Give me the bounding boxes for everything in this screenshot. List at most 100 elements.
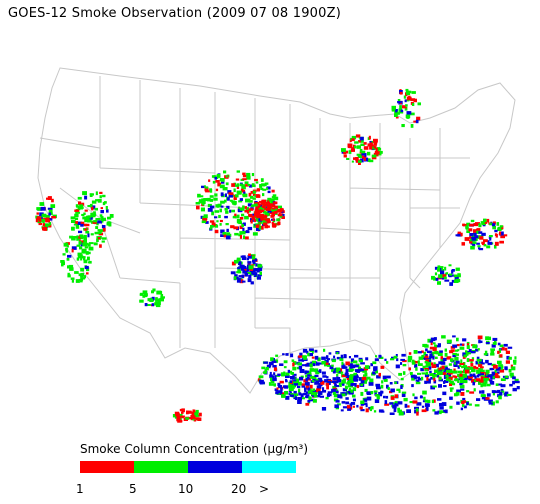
smoke-pixel xyxy=(155,298,160,302)
smoke-pixel xyxy=(372,371,377,375)
smoke-pixel xyxy=(308,371,312,375)
smoke-pixel xyxy=(264,368,267,372)
smoke-pixel xyxy=(365,357,369,361)
smoke-pixel xyxy=(273,367,277,372)
smoke-pixel xyxy=(319,362,324,365)
smoke-pixel xyxy=(234,274,238,278)
smoke-pixel xyxy=(79,204,83,209)
smoke-pixel xyxy=(418,363,423,366)
smoke-pixel xyxy=(147,298,153,302)
smoke-pixel xyxy=(359,139,364,143)
smoke-pixel xyxy=(264,224,269,229)
smoke-pixel xyxy=(349,376,352,380)
smoke-pixel xyxy=(241,185,246,190)
smoke-pixel xyxy=(259,271,262,276)
smoke-pixel xyxy=(403,397,408,402)
smoke-pixel xyxy=(236,170,240,173)
smoke-pixel xyxy=(383,395,386,399)
smoke-pixel xyxy=(247,261,252,264)
smoke-pixel xyxy=(413,350,418,354)
smoke-pixel xyxy=(290,353,294,358)
smoke-pixel xyxy=(415,367,418,371)
smoke-pixel xyxy=(477,374,480,378)
smoke-pixel xyxy=(354,354,359,358)
smoke-pixel xyxy=(260,184,266,187)
state-boundaries xyxy=(37,67,516,394)
smoke-pixel xyxy=(180,415,185,418)
smoke-pixel xyxy=(215,204,221,208)
smoke-pixel xyxy=(489,381,495,385)
smoke-pixel xyxy=(176,418,180,422)
smoke-pixel xyxy=(311,360,316,364)
smoke-pixel xyxy=(51,216,57,219)
smoke-pixel xyxy=(414,396,418,400)
smoke-pixel xyxy=(405,104,408,107)
smoke-pixel xyxy=(358,377,362,380)
smoke-pixel xyxy=(448,377,453,381)
smoke-pixel xyxy=(359,148,363,153)
smoke-pixel xyxy=(496,371,500,374)
smoke-pixel xyxy=(442,274,447,278)
smoke-pixel xyxy=(454,356,459,361)
smoke-pixel xyxy=(514,378,519,383)
smoke-pixel xyxy=(421,405,425,408)
smoke-pixel xyxy=(348,387,352,391)
smoke-pixel xyxy=(207,203,212,208)
smoke-pixel xyxy=(462,352,468,357)
smoke-pixel xyxy=(483,239,488,243)
smoke-pixel xyxy=(315,371,319,375)
smoke-pixel xyxy=(363,157,366,161)
smoke-pixel xyxy=(223,234,229,238)
smoke-pixel xyxy=(246,268,249,272)
smoke-pixel xyxy=(421,409,427,413)
smoke-pixel xyxy=(508,368,512,373)
smoke-pixel xyxy=(487,362,492,366)
smoke-pixel xyxy=(257,224,260,228)
smoke-pixel xyxy=(301,397,306,400)
smoke-pixel xyxy=(71,279,74,283)
smoke-pixel xyxy=(457,379,460,383)
smoke-pixel xyxy=(362,380,367,384)
smoke-pixel xyxy=(410,375,414,378)
smoke-pixel xyxy=(108,223,112,227)
smoke-pixel xyxy=(71,246,77,250)
smoke-pixel xyxy=(239,207,245,211)
smoke-pixel xyxy=(461,378,464,382)
smoke-pixel xyxy=(455,278,461,283)
smoke-pixel xyxy=(494,241,499,246)
smoke-pixel xyxy=(417,102,421,106)
smoke-pixel xyxy=(398,108,402,112)
smoke-pixel xyxy=(415,379,419,382)
smoke-pixel xyxy=(470,351,476,354)
smoke-pixel xyxy=(375,393,380,397)
smoke-pixel xyxy=(340,354,344,359)
smoke-pixel xyxy=(441,372,445,375)
smoke-pixel xyxy=(77,206,81,211)
smoke-pixel xyxy=(292,366,297,371)
smoke-pixel xyxy=(318,378,323,382)
smoke-pixel xyxy=(497,350,500,354)
smoke-pixel xyxy=(279,363,284,366)
smoke-pixel xyxy=(415,408,419,413)
smoke-pixel xyxy=(243,191,246,195)
smoke-pixel xyxy=(361,150,366,154)
smoke-pixel xyxy=(378,354,382,358)
smoke-pixel xyxy=(336,352,339,355)
smoke-pixel xyxy=(308,388,312,392)
smoke-pixel xyxy=(270,199,274,202)
smoke-pixel xyxy=(499,344,504,348)
smoke-pixel xyxy=(503,343,508,347)
smoke-pixel xyxy=(339,371,344,374)
smoke-pixel xyxy=(234,232,239,236)
smoke-pixel xyxy=(179,420,183,423)
smoke-pixel xyxy=(424,369,429,372)
smoke-pixel xyxy=(470,238,473,242)
smoke-pixel xyxy=(76,235,79,239)
smoke-pixel xyxy=(277,373,281,376)
smoke-pixel xyxy=(277,221,281,225)
smoke-pixel xyxy=(363,398,368,402)
smoke-pixel xyxy=(495,383,499,386)
smoke-pixel xyxy=(484,376,489,380)
smoke-pixel xyxy=(265,366,269,371)
smoke-pixel xyxy=(434,272,438,276)
